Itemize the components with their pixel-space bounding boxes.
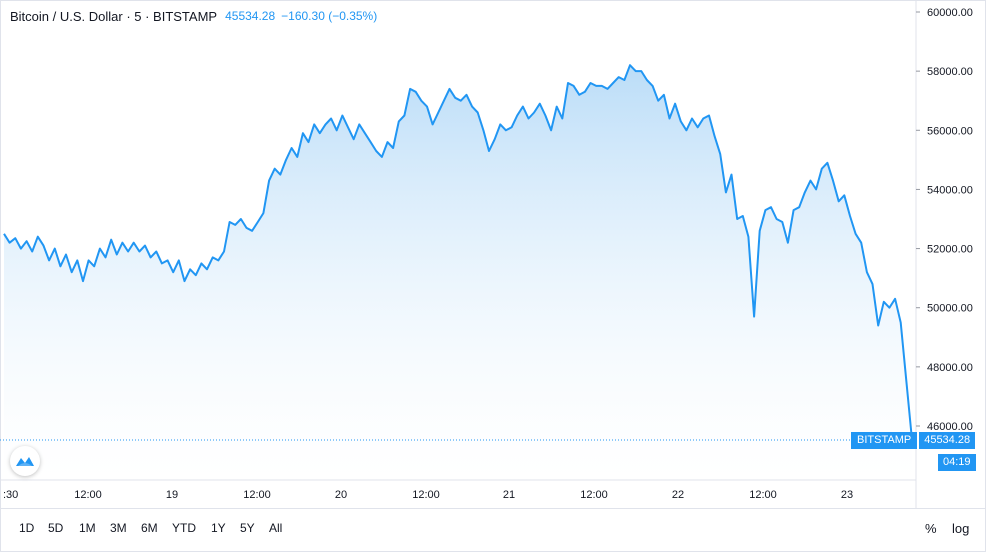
price-tag-value: 45534.28 [919,432,976,449]
x-axis-label: 21 [503,489,515,501]
y-axis-label: 58000.00 [927,66,973,78]
range-5d-button[interactable]: 5D [48,521,64,535]
chart-header: Bitcoin / U.S. Dollar · 5 · BITSTAMP 455… [10,7,377,25]
range-1m-button[interactable]: 1M [79,521,96,535]
range-toolbar: 1D 5D 1M 3M 6M YTD 1Y 5Y All % log [0,508,986,552]
range-all-button[interactable]: All [269,521,283,535]
last-price-tag: BITSTAMP 45534.28 [851,432,976,449]
x-axis-label: 12:00 [243,489,271,501]
log-scale-toggle[interactable]: log [952,521,970,536]
tradingview-logo-icon[interactable] [10,446,40,476]
price-area-fill [4,65,912,480]
y-axis-label: 50000.00 [927,303,973,315]
y-axis-label: 48000.00 [927,362,973,374]
symbol-title: Bitcoin / U.S. Dollar · 5 · BITSTAMP [10,8,218,24]
range-5y-button[interactable]: 5Y [240,521,255,535]
x-axis-label: 20 [335,489,347,501]
x-axis-label: 12:00 [74,489,102,501]
y-axis-label: 52000.00 [927,244,973,256]
y-axis-label: 60000.00 [927,7,973,19]
range-1d-button[interactable]: 1D [19,521,35,535]
last-price: 45534.28 [225,9,276,23]
range-ytd-button[interactable]: YTD [172,521,196,535]
range-6m-button[interactable]: 6M [141,521,158,535]
x-axis-label: :30 [3,489,18,501]
bar-countdown: 04:19 [938,454,976,471]
x-axis-label: 12:00 [412,489,440,501]
x-axis-label: 23 [841,489,853,501]
y-axis-label: 56000.00 [927,125,973,137]
price-line [3,64,913,440]
x-axis-label: 12:00 [749,489,777,501]
percent-scale-toggle[interactable]: % [925,521,937,536]
x-axis-label: 22 [672,489,684,501]
price-change: −160.30 (−0.35%) [281,9,378,23]
y-axis-label: 54000.00 [927,184,973,196]
y-axis-label: 46000.00 [927,421,973,433]
x-axis-label: 12:00 [580,489,608,501]
x-axis-label: 19 [166,489,178,501]
range-3m-button[interactable]: 3M [110,521,127,535]
range-1y-button[interactable]: 1Y [211,521,226,535]
exchange-label: BITSTAMP [851,432,918,449]
